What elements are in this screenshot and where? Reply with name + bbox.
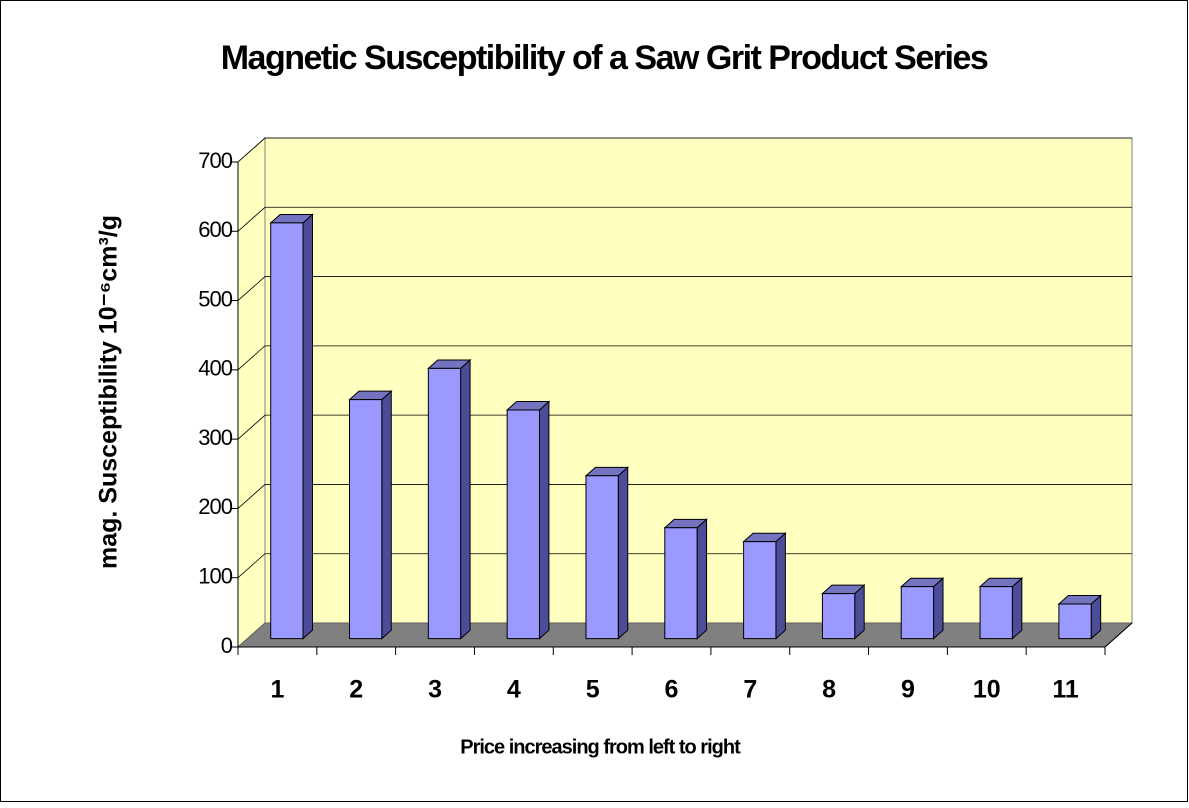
bar-front xyxy=(664,527,698,640)
x-tick-label: 5 xyxy=(586,676,600,704)
bar xyxy=(821,584,866,640)
grid-line xyxy=(237,206,1132,232)
grid-line xyxy=(237,553,1132,579)
bar xyxy=(427,358,472,640)
x-axis-depth xyxy=(1104,622,1133,648)
bar xyxy=(899,577,945,640)
bar-front xyxy=(506,409,540,640)
y-tick-label: 600 xyxy=(198,217,232,242)
bar xyxy=(584,466,630,640)
x-tick-label: 6 xyxy=(665,676,679,704)
bar xyxy=(978,577,1024,640)
x-tick-label: 1 xyxy=(270,676,284,704)
y-tick-label: 100 xyxy=(198,564,232,589)
chart-title: Magnetic Susceptibility of a Saw Grit Pr… xyxy=(221,39,988,77)
y-tick-label: 0 xyxy=(221,633,233,658)
grid-line xyxy=(237,414,1132,440)
side-wall xyxy=(237,136,266,649)
bar-front xyxy=(900,586,935,640)
x-tick-label: 9 xyxy=(901,676,915,704)
bar-front xyxy=(585,475,619,640)
bar xyxy=(348,390,393,640)
y-tick-label: 200 xyxy=(198,494,232,519)
x-tick-label: 8 xyxy=(822,676,836,704)
bar-front xyxy=(821,593,856,640)
bar-side xyxy=(302,213,313,640)
bar-front xyxy=(979,586,1013,640)
y-tick-label: 500 xyxy=(198,286,232,311)
bar-side xyxy=(933,577,944,640)
bar-side xyxy=(460,358,471,640)
bar-side xyxy=(381,390,392,640)
y-tick-label: 300 xyxy=(198,425,232,450)
grid-line xyxy=(237,276,1132,301)
bar-side xyxy=(854,584,865,640)
grid-line xyxy=(237,137,1132,163)
bar-side xyxy=(696,518,708,640)
x-axis-label: Price increasing from left to right xyxy=(460,736,741,758)
x-tick-label: 4 xyxy=(507,676,521,704)
bar-front xyxy=(427,367,462,640)
bar-side xyxy=(775,532,786,640)
x-tick-label: 7 xyxy=(743,676,757,704)
bar xyxy=(663,518,708,640)
x-tick-label: 11 xyxy=(1052,676,1079,704)
y-tick-label: 700 xyxy=(198,148,232,173)
grid-line xyxy=(237,345,1132,371)
bar xyxy=(1057,594,1102,640)
bar xyxy=(742,532,787,640)
y-axis-label: mag. Susceptibility 10⁻⁶cm³/g xyxy=(95,215,123,569)
bar-front xyxy=(270,222,304,640)
bar xyxy=(505,400,551,640)
x-tick-label: 10 xyxy=(973,676,1001,704)
x-tick-label: 3 xyxy=(428,676,442,704)
bar-side xyxy=(617,466,629,640)
grid-line xyxy=(237,484,1132,509)
bar-side xyxy=(1011,577,1023,640)
bar-side xyxy=(538,400,550,640)
bar-front xyxy=(743,541,777,640)
bar-front xyxy=(349,399,383,640)
bar xyxy=(269,213,314,640)
bar-front xyxy=(1058,603,1092,640)
y-tick-label: 400 xyxy=(198,356,232,381)
x-tick-label: 2 xyxy=(349,676,363,704)
